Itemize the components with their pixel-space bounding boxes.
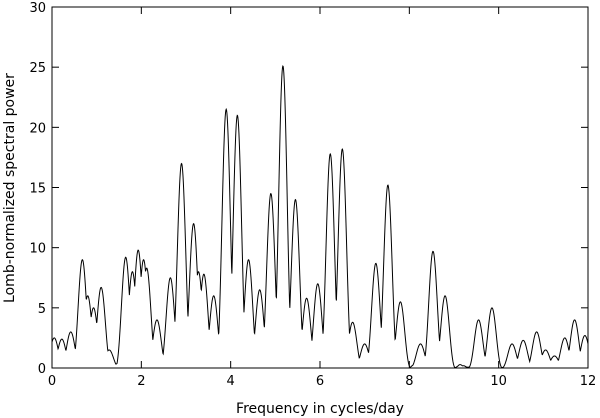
x-axis: 0 2 4 6 8 10 12 [48, 7, 596, 389]
plot-area [51, 6, 589, 369]
x-tick-label: 0 [48, 374, 56, 389]
y-tick-label: 0 [38, 362, 46, 377]
series-line [51, 65, 589, 369]
x-axis-title: Frequency in cycles/day [236, 401, 404, 417]
y-axis: 0 5 10 15 20 25 30 [29, 1, 588, 377]
y-tick-label: 30 [29, 1, 46, 16]
y-tick-label: 15 [29, 182, 46, 197]
y-tick-label: 10 [29, 242, 46, 257]
plot-frame [51, 6, 589, 369]
x-tick-label: 8 [405, 374, 413, 389]
y-tick-label: 20 [29, 121, 46, 136]
y-tick-label: 25 [29, 61, 46, 76]
y-axis-title: Lomb-normalized spectral power [2, 73, 18, 303]
x-tick-label: 2 [137, 374, 145, 389]
y-tick-label: 5 [38, 302, 46, 317]
x-tick-label: 10 [490, 374, 507, 389]
x-tick-label: 4 [227, 374, 235, 389]
x-tick-label: 6 [316, 374, 324, 389]
x-tick-label: 12 [580, 374, 597, 389]
